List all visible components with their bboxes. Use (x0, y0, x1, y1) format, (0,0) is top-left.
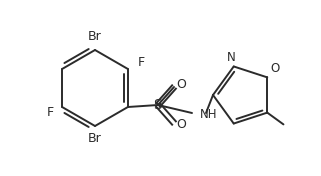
Text: Br: Br (88, 133, 102, 146)
Text: O: O (271, 62, 280, 75)
Text: F: F (47, 105, 54, 118)
Text: O: O (176, 118, 186, 131)
Text: Br: Br (88, 30, 102, 43)
Text: S: S (154, 98, 162, 112)
Text: N: N (227, 51, 236, 64)
Text: O: O (176, 78, 186, 92)
Text: NH: NH (200, 108, 218, 121)
Text: F: F (137, 55, 144, 68)
